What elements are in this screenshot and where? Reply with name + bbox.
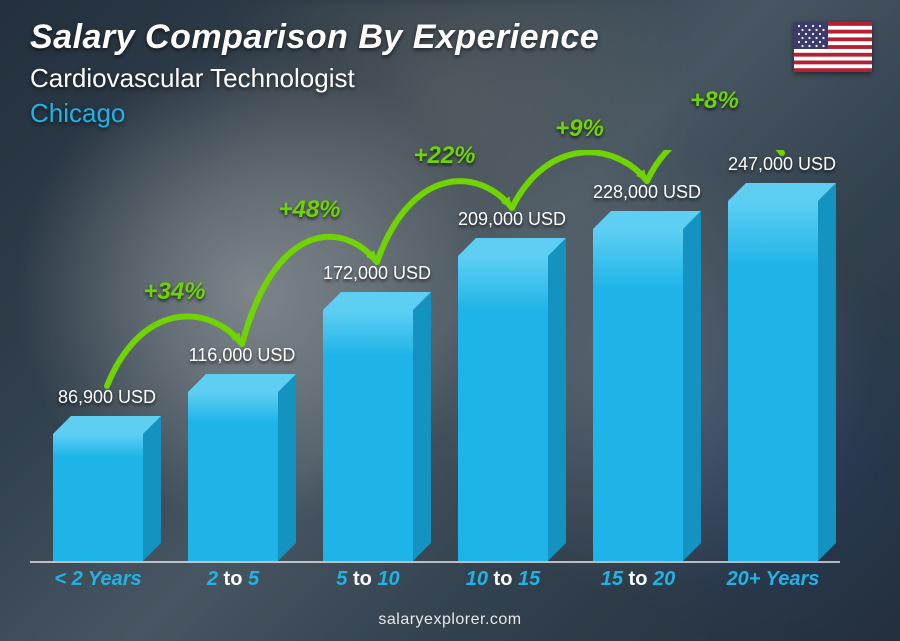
chart-baseline (30, 561, 840, 563)
salary-bar-chart: < 2 Years 86,900 USD 2 to 5 116,000 USD +34%… (30, 150, 840, 591)
pct-increase-label: +48% (260, 196, 360, 224)
bar-value-label: 209,000 USD (432, 209, 592, 230)
page-title: Salary Comparison By Experience (30, 18, 599, 57)
pct-increase-label: +34% (125, 278, 225, 306)
bar-category-label: 2 to 5 (178, 568, 288, 591)
bar-value-label: 116,000 USD (162, 345, 322, 366)
page-subtitle: Cardiovascular Technologist (30, 63, 599, 94)
page-city: Chicago (30, 98, 599, 129)
bar-category-label: 20+ Years (718, 568, 828, 591)
bar-category-label: 10 to 15 (448, 568, 558, 591)
bar-category-label: < 2 Years (43, 568, 153, 591)
bar-value-label: 228,000 USD (567, 182, 727, 203)
bar-category-label: 15 to 20 (583, 568, 693, 591)
bar-value-label: 172,000 USD (297, 263, 457, 284)
bar-shape (458, 256, 548, 561)
bar-shape (53, 434, 143, 561)
bar-shape (593, 229, 683, 561)
header: Salary Comparison By Experience Cardiova… (30, 18, 599, 129)
bar-value-label: 86,900 USD (27, 387, 187, 408)
pct-increase-label: +22% (395, 142, 495, 170)
bar-shape (728, 201, 818, 561)
us-flag-icon (794, 22, 872, 72)
bar-value-label: 247,000 USD (702, 154, 862, 175)
bar-category-label: 5 to 10 (313, 568, 423, 591)
pct-increase-label: +8% (665, 87, 765, 115)
bar-shape (323, 310, 413, 561)
bar-shape (188, 392, 278, 561)
footer-credit: salaryexplorer.com (0, 611, 900, 629)
pct-increase-label: +9% (530, 115, 630, 143)
